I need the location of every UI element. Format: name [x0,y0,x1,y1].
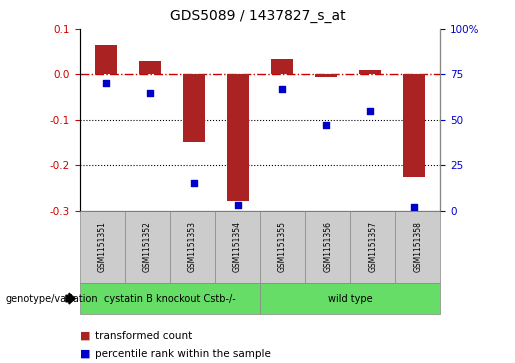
Text: GDS5089 / 1437827_s_at: GDS5089 / 1437827_s_at [169,9,346,23]
Point [234,202,242,208]
Bar [359,70,381,74]
Point [190,180,198,186]
Bar [227,74,249,201]
Bar [183,74,205,143]
Point [322,122,330,128]
Text: GSM1151354: GSM1151354 [233,221,242,272]
Text: ■: ■ [80,331,90,341]
Text: percentile rank within the sample: percentile rank within the sample [95,349,271,359]
Bar [95,45,117,74]
Text: transformed count: transformed count [95,331,193,341]
Text: GSM1151358: GSM1151358 [414,221,422,272]
Point [366,108,374,114]
Point [278,86,286,92]
Point [410,204,418,210]
Text: wild type: wild type [328,294,372,303]
Text: GSM1151352: GSM1151352 [143,221,152,272]
Text: GSM1151355: GSM1151355 [278,221,287,272]
Point [146,90,154,95]
Bar [315,74,337,77]
Text: genotype/variation: genotype/variation [5,294,98,303]
Text: GSM1151351: GSM1151351 [98,221,107,272]
Text: GSM1151357: GSM1151357 [368,221,377,272]
Text: GSM1151356: GSM1151356 [323,221,332,272]
Text: GSM1151353: GSM1151353 [188,221,197,272]
Bar [403,74,425,176]
Point [102,81,110,86]
Bar [271,58,293,74]
Text: cystatin B knockout Cstb-/-: cystatin B knockout Cstb-/- [104,294,236,303]
Bar [139,61,161,74]
Text: ■: ■ [80,349,90,359]
